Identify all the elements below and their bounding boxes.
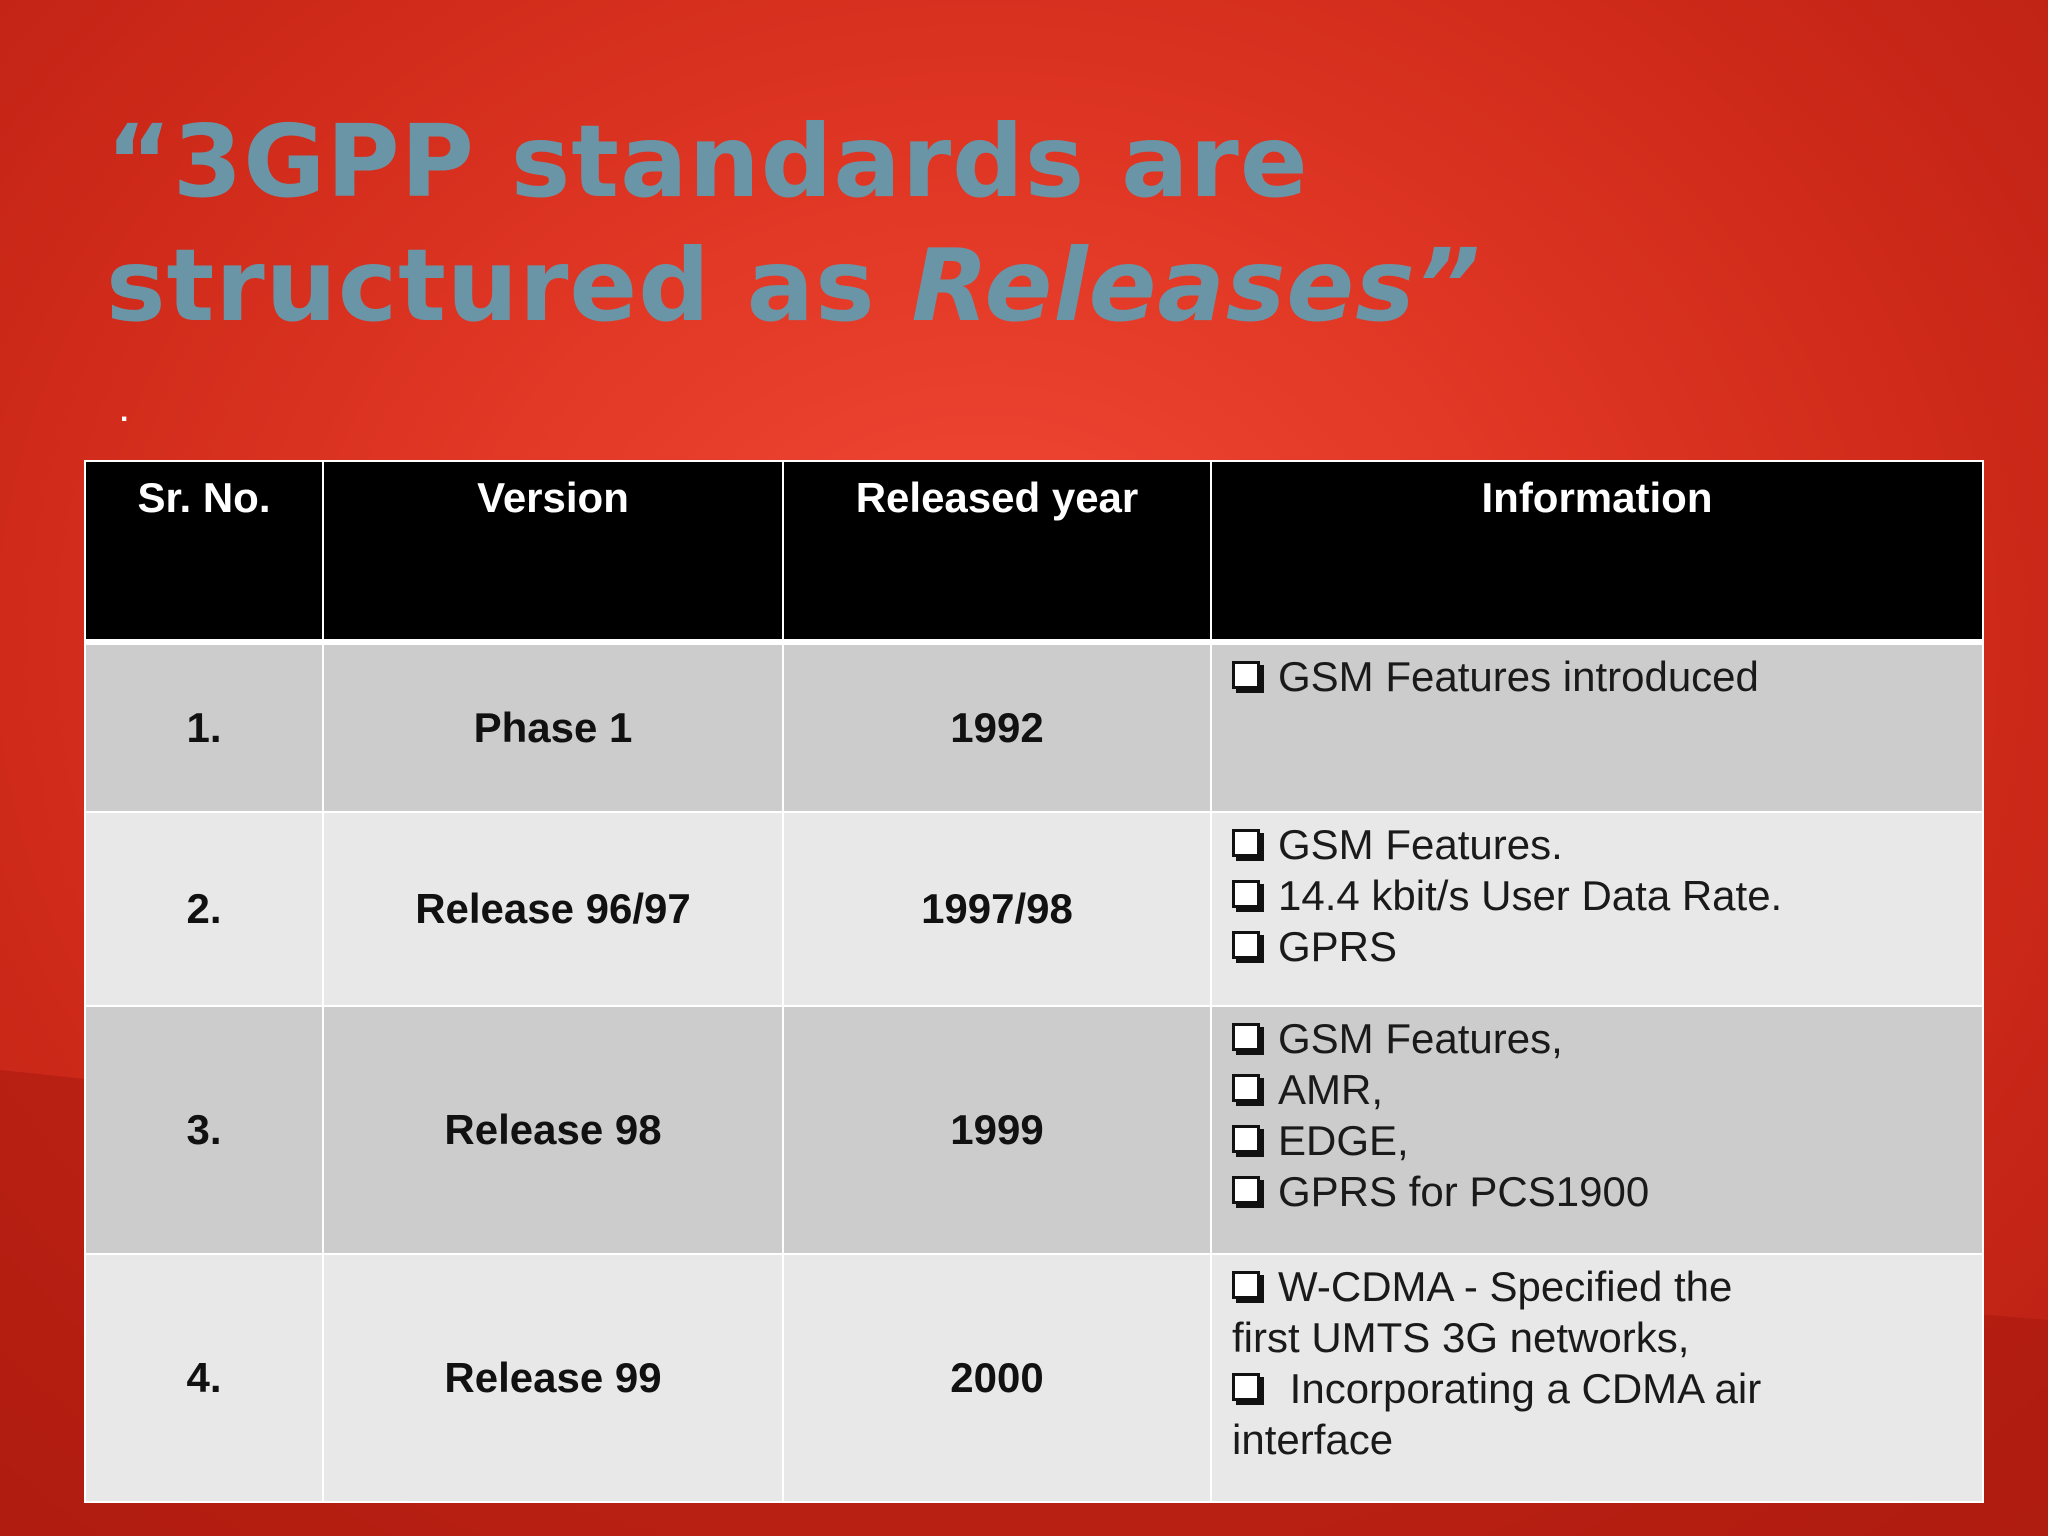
header-released-year: Released year [782,460,1212,645]
cell-information: GSM Features, AMR, EDGE, GPRS for PCS190… [1210,1005,1984,1255]
info-continuation: interface [1232,1416,1394,1463]
cell-year: 1992 [782,641,1212,813]
stray-dot: . [120,395,129,428]
cell-sr-no: 4. [84,1253,324,1503]
cell-version: Phase 1 [322,641,784,813]
checkbox-bullet-icon [1232,1271,1260,1299]
title-line-2: structured as Releases” [106,224,1481,348]
checkbox-bullet-icon [1232,661,1260,689]
info-bullet: GSM Features. [1232,819,1982,870]
info-bullet: W-CDMA - Specified the [1232,1261,1982,1312]
info-text: Incorporating a CDMA air [1278,1365,1762,1412]
cell-information: W-CDMA - Specified the first UMTS 3G net… [1210,1253,1984,1503]
cell-information: GSM Features. 14.4 kbit/s User Data Rate… [1210,811,1984,1007]
info-text: 14.4 kbit/s User Data Rate. [1278,872,1783,919]
table-row: 2. Release 96/97 1997/98 GSM Features. 1… [84,811,1984,1007]
info-bullet: AMR, [1232,1064,1982,1115]
info-bullet: Incorporating a CDMA air [1232,1363,1982,1414]
info-text: GPRS [1278,923,1398,970]
info-text: GSM Features, [1278,1015,1563,1062]
cell-year: 1999 [782,1005,1212,1255]
cell-sr-no: 3. [84,1005,324,1255]
table-row: 3. Release 98 1999 GSM Features, AMR, ED… [84,1005,1984,1255]
cell-information: GSM Features introduced [1210,641,1984,813]
releases-table: Sr. No. Version Released year Informatio… [84,460,1984,1503]
header-sr-no: Sr. No. [84,460,324,645]
cell-sr-no: 1. [84,641,324,813]
slide-title: “3GPP standards are structured as Releas… [106,100,1481,348]
header-information: Information [1210,460,1984,645]
info-bullet: GPRS [1232,921,1982,972]
cell-version: Release 98 [322,1005,784,1255]
checkbox-bullet-icon [1232,829,1260,857]
cell-year: 1997/98 [782,811,1212,1007]
cell-version: Release 96/97 [322,811,784,1007]
info-bullet: 14.4 kbit/s User Data Rate. [1232,870,1982,921]
info-bullet: EDGE, [1232,1115,1982,1166]
info-text: EDGE, [1278,1117,1409,1164]
title-line-1: “3GPP standards are [106,103,1309,220]
info-continuation: first UMTS 3G networks, [1232,1314,1690,1361]
cell-version: Release 99 [322,1253,784,1503]
table-row: 1. Phase 1 1992 GSM Features introduced [84,641,1984,813]
info-bullet: GPRS for PCS1900 [1232,1166,1982,1217]
info-text: W-CDMA - Specified the [1278,1263,1733,1310]
checkbox-bullet-icon [1232,1125,1260,1153]
checkbox-bullet-icon [1232,1074,1260,1102]
checkbox-bullet-icon [1232,1023,1260,1051]
cell-sr-no: 2. [84,811,324,1007]
info-text: GSM Features. [1278,821,1563,868]
checkbox-bullet-icon [1232,880,1260,908]
header-version: Version [322,460,784,645]
title-line-2-text: structured as [106,227,912,344]
checkbox-bullet-icon [1232,1176,1260,1204]
info-bullet: GSM Features, [1232,1013,1982,1064]
info-text: AMR, [1278,1066,1383,1113]
title-italic-word: Releases” [911,227,1482,344]
cell-year: 2000 [782,1253,1212,1503]
table-header-row: Sr. No. Version Released year Informatio… [84,460,1984,645]
checkbox-bullet-icon [1232,931,1260,959]
checkbox-bullet-icon [1232,1373,1260,1401]
table-row: 4. Release 99 2000 W-CDMA - Specified th… [84,1253,1984,1503]
info-text: GSM Features introduced [1278,653,1759,700]
info-text: GPRS for PCS1900 [1278,1168,1650,1215]
info-bullet: GSM Features introduced [1232,651,1982,702]
